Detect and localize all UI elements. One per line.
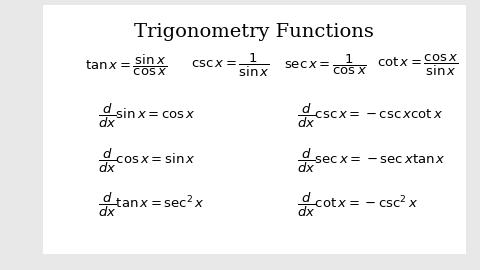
Text: $\dfrac{d}{dx}\cos x = \sin x$: $\dfrac{d}{dx}\cos x = \sin x$ xyxy=(98,147,196,175)
Text: Trigonometry Functions: Trigonometry Functions xyxy=(134,23,374,41)
Text: $\dfrac{d}{dx}\cot x = -\csc^2 x$: $\dfrac{d}{dx}\cot x = -\csc^2 x$ xyxy=(297,191,418,220)
Text: $\tan x = \dfrac{\sin x}{\cos x}$: $\tan x = \dfrac{\sin x}{\cos x}$ xyxy=(85,52,168,77)
Text: $\dfrac{d}{dx}\sec x = -\sec x\tan x$: $\dfrac{d}{dx}\sec x = -\sec x\tan x$ xyxy=(297,147,445,175)
Text: $\sec x = \dfrac{1}{\cos x}$: $\sec x = \dfrac{1}{\cos x}$ xyxy=(284,53,367,77)
Text: $\cot x = \dfrac{\cos x}{\sin x}$: $\cot x = \dfrac{\cos x}{\sin x}$ xyxy=(377,52,458,77)
Text: $\dfrac{d}{dx}\csc x = -\csc x\cot x$: $\dfrac{d}{dx}\csc x = -\csc x\cot x$ xyxy=(297,102,443,130)
Text: $\csc x = \dfrac{1}{\sin x}$: $\csc x = \dfrac{1}{\sin x}$ xyxy=(191,52,270,79)
Text: $\dfrac{d}{dx}\tan x = \sec^2 x$: $\dfrac{d}{dx}\tan x = \sec^2 x$ xyxy=(98,191,205,220)
Text: $\dfrac{d}{dx}\sin x = \cos x$: $\dfrac{d}{dx}\sin x = \cos x$ xyxy=(98,102,196,130)
